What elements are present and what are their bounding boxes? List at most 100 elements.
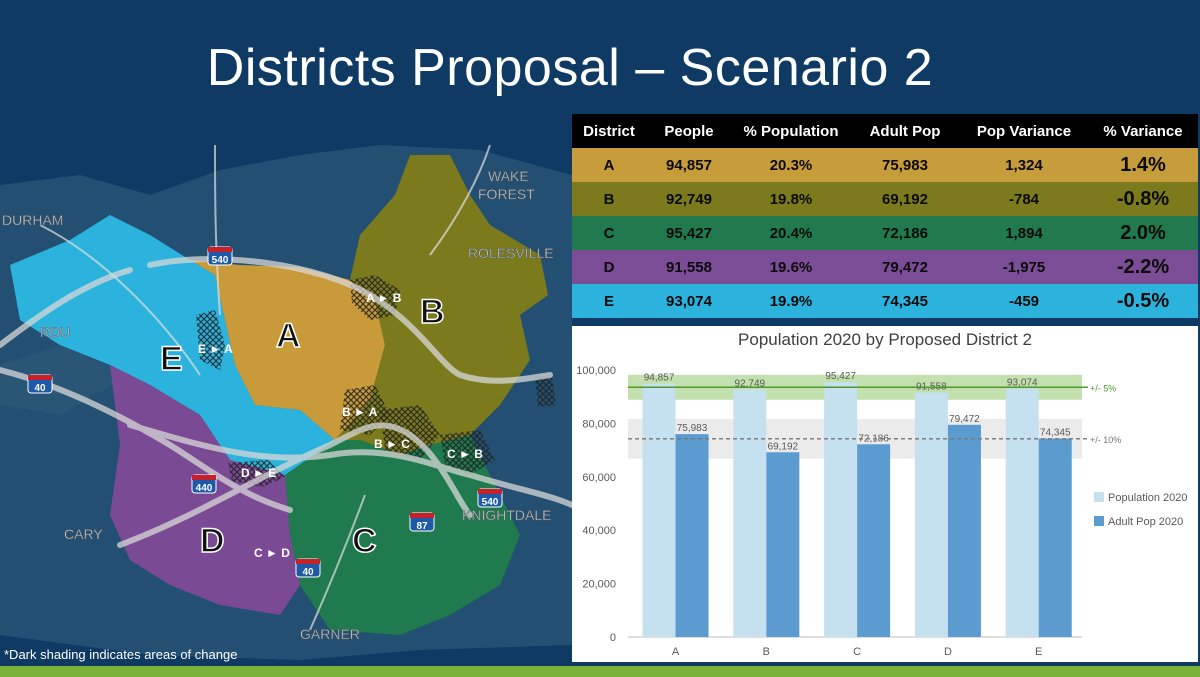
place-label-forest: FOREST — [478, 186, 535, 202]
y-tick-label: 100,000 — [576, 365, 616, 377]
table-cell: -1,975 — [960, 250, 1088, 284]
data-label: 75,983 — [677, 423, 708, 434]
x-tick-label: B — [763, 646, 770, 658]
x-tick-label: E — [1035, 646, 1042, 658]
district-label-a: A — [276, 317, 301, 355]
table-cell: 19.9% — [732, 284, 850, 318]
table-cell: 1,894 — [960, 216, 1088, 250]
table-header: People — [646, 114, 732, 148]
district-a — [190, 260, 385, 440]
data-label: 74,345 — [1040, 427, 1071, 438]
table-cell: -0.8% — [1088, 182, 1198, 216]
legend-swatch — [1094, 516, 1104, 526]
highway-shield-icon: 87 — [409, 512, 435, 532]
table-header-row: District People % Population Adult Pop P… — [572, 114, 1198, 148]
footnote: *Dark shading indicates areas of change — [4, 647, 238, 662]
bar-population-2020 — [1005, 388, 1039, 637]
table-cell: 91,558 — [646, 250, 732, 284]
x-tick-label: D — [944, 646, 952, 658]
table-cell: 72,186 — [850, 216, 960, 250]
table-cell: -0.5% — [1088, 284, 1198, 318]
place-label-rolesville: ROLESVILLE — [468, 245, 554, 261]
change-label: E ► A — [198, 342, 233, 356]
svg-text:540: 540 — [212, 255, 229, 266]
table-header: Adult Pop — [850, 114, 960, 148]
table-row: A 94,857 20.3% 75,983 1,324 1.4% — [572, 148, 1198, 182]
table-cell: -2.2% — [1088, 250, 1198, 284]
data-label: 93,074 — [1007, 377, 1038, 388]
bar-population-2020 — [824, 382, 858, 637]
table-cell: B — [572, 182, 646, 216]
data-label: 95,427 — [825, 371, 856, 382]
change-label: B ► A — [342, 405, 378, 419]
district-c — [285, 435, 520, 635]
table-row: B 92,749 19.8% 69,192 -784 -0.8% — [572, 182, 1198, 216]
bar-adult-pop-2020 — [857, 444, 891, 637]
bar-adult-pop-2020 — [947, 424, 981, 637]
data-label: 94,857 — [644, 373, 675, 384]
x-tick-label: C — [853, 646, 861, 658]
district-label-e: E — [160, 340, 183, 378]
bar-adult-pop-2020 — [766, 452, 800, 637]
y-tick-label: 0 — [610, 632, 616, 644]
change-area — [228, 460, 285, 487]
district-label-c: C — [352, 522, 377, 560]
change-label: D ► E — [241, 466, 276, 480]
y-tick-label: 40,000 — [582, 525, 616, 537]
table-cell: -784 — [960, 182, 1088, 216]
band-label: +/- 5% — [1090, 383, 1116, 393]
svg-text:540: 540 — [482, 497, 499, 508]
table-cell: 94,857 — [646, 148, 732, 182]
slide-title: Districts Proposal – Scenario 2 — [206, 39, 934, 97]
change-label: A ► B — [366, 291, 402, 305]
district-label-b: B — [420, 293, 445, 331]
svg-text:40: 40 — [302, 567, 314, 578]
table-cell: 19.6% — [732, 250, 850, 284]
band-label: +/- 10% — [1090, 435, 1121, 445]
bar-population-2020 — [733, 389, 767, 637]
table-cell: 92,749 — [646, 182, 732, 216]
table-cell: D — [572, 250, 646, 284]
place-label-durham: DURHAM — [2, 212, 63, 228]
legend-label: Population 2020 — [1108, 492, 1188, 504]
table-cell: 74,345 — [850, 284, 960, 318]
table-row: E 93,074 19.9% 74,345 -459 -0.5% — [572, 284, 1198, 318]
table-cell: -459 — [960, 284, 1088, 318]
table-cell: 1.4% — [1088, 148, 1198, 182]
bar-population-2020 — [914, 392, 948, 637]
district-map: A B C D E A ► B E ► A B ► A B ► C C ► B … — [0, 115, 572, 665]
change-area — [340, 385, 390, 435]
data-label: 69,192 — [768, 441, 799, 452]
place-label-garner: GARNER — [300, 626, 360, 642]
y-tick-label: 80,000 — [582, 418, 616, 430]
table-row: C 95,427 20.4% 72,186 1,894 2.0% — [572, 216, 1198, 250]
table-cell: 95,427 — [646, 216, 732, 250]
place-label-wake: WAKE — [488, 168, 529, 184]
table-cell: C — [572, 216, 646, 250]
bottom-accent-bar — [0, 666, 1200, 677]
y-tick-label: 60,000 — [582, 472, 616, 484]
legend-label: Adult Pop 2020 — [1108, 516, 1183, 528]
data-label: 79,472 — [949, 414, 980, 425]
table-cell: 20.4% — [732, 216, 850, 250]
x-tick-label: A — [672, 646, 680, 658]
table-row: D 91,558 19.6% 79,472 -1,975 -2.2% — [572, 250, 1198, 284]
svg-text:87: 87 — [416, 521, 428, 532]
district-table: District People % Population Adult Pop P… — [572, 114, 1198, 318]
table-cell: 1,324 — [960, 148, 1088, 182]
chart-panel: 0 20,000 40,000 60,000 80,000 100,000 94,857 75… — [572, 326, 1198, 662]
table-cell: 79,472 — [850, 250, 960, 284]
table-cell: A — [572, 148, 646, 182]
table-cell: 20.3% — [732, 148, 850, 182]
highway-shield-icon: 40 — [295, 558, 321, 578]
table-cell: 69,192 — [850, 182, 960, 216]
table-header: % Population — [732, 114, 850, 148]
table-header: District — [572, 114, 646, 148]
district-e — [10, 215, 335, 475]
population-chart: 0 20,000 40,000 60,000 80,000 100,000 94,857 75… — [576, 365, 1188, 658]
table-cell: E — [572, 284, 646, 318]
table-cell: 19.8% — [732, 182, 850, 216]
change-area — [535, 375, 556, 407]
bar-adult-pop-2020 — [1038, 438, 1072, 637]
table-cell: 2.0% — [1088, 216, 1198, 250]
